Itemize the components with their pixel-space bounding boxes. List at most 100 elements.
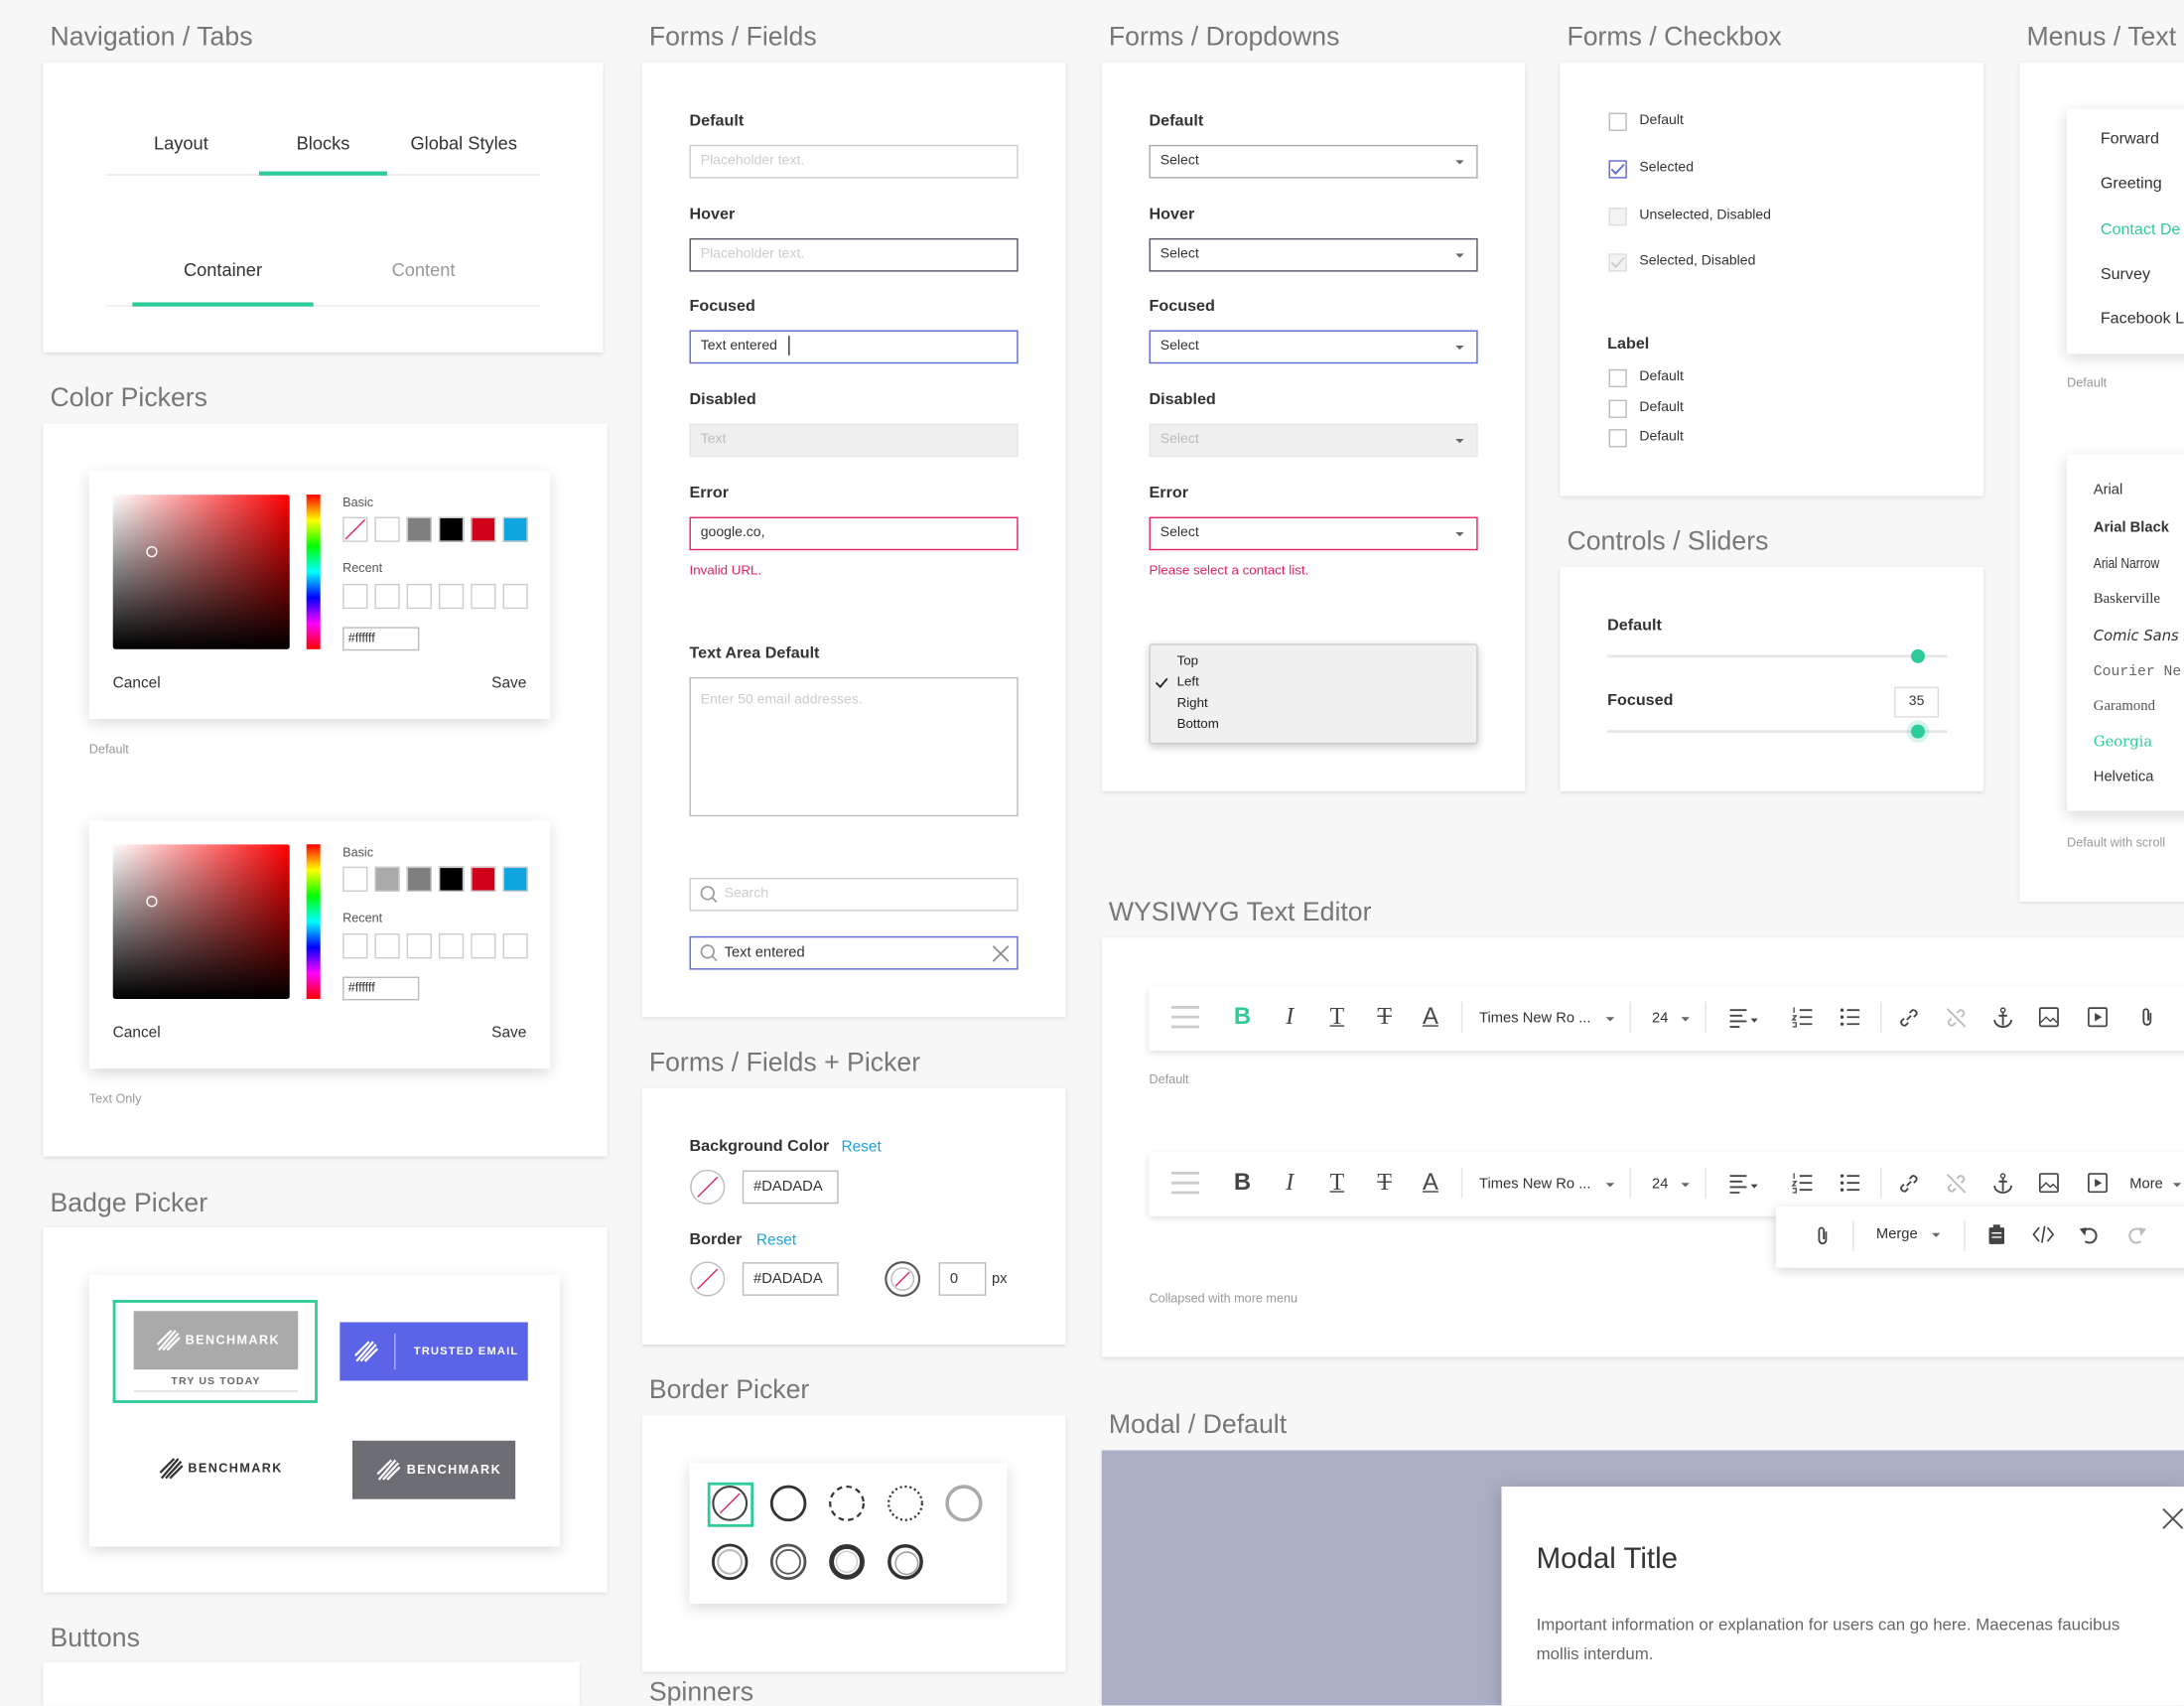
- toolbar-icon-align[interactable]: [1729, 1173, 1758, 1194]
- format-button[interactable]: B: [1233, 1002, 1252, 1030]
- swatch[interactable]: [438, 516, 465, 542]
- hue-slider[interactable]: [306, 495, 321, 649]
- hex-input[interactable]: [742, 1262, 839, 1296]
- subtab[interactable]: Content: [391, 259, 456, 281]
- recent-swatch[interactable]: [406, 583, 432, 610]
- format-button[interactable]: T: [1329, 1002, 1345, 1030]
- hue-slider[interactable]: [306, 844, 321, 999]
- font-select[interactable]: Times New Ro ...: [1479, 1009, 1591, 1027]
- format-button[interactable]: A: [1422, 1002, 1438, 1030]
- checkbox[interactable]: [1608, 112, 1627, 131]
- swatch[interactable]: [406, 516, 432, 542]
- format-button[interactable]: B: [1233, 1168, 1252, 1196]
- select[interactable]: [1149, 237, 1478, 272]
- more-button[interactable]: More: [2129, 1175, 2163, 1193]
- toolbar-icon-video[interactable]: [2088, 1173, 2108, 1194]
- subtab[interactable]: Container: [183, 259, 263, 281]
- toolbar-icon-menu[interactable]: [1170, 1171, 1200, 1196]
- font-option[interactable]: Arial Narrow: [2093, 555, 2160, 573]
- format-button[interactable]: I: [1286, 1168, 1295, 1196]
- format-button[interactable]: I: [1286, 1002, 1295, 1030]
- recent-swatch[interactable]: [342, 583, 368, 610]
- recent-swatch[interactable]: [502, 583, 528, 610]
- font-option[interactable]: Arial Black: [2093, 518, 2169, 536]
- checkbox[interactable]: [1608, 368, 1627, 388]
- format-button[interactable]: A: [1422, 1168, 1438, 1196]
- search-input[interactable]: [689, 877, 1019, 912]
- select[interactable]: [1149, 516, 1478, 551]
- recent-swatch[interactable]: [342, 933, 368, 959]
- tab[interactable]: Global Styles: [410, 132, 517, 154]
- tab[interactable]: Layout: [154, 132, 208, 154]
- checkbox[interactable]: [1608, 429, 1627, 448]
- hex-input[interactable]: [742, 1170, 839, 1205]
- text-input[interactable]: [689, 516, 1019, 551]
- save-button[interactable]: Save: [491, 674, 527, 692]
- checkbox[interactable]: [1608, 399, 1627, 418]
- toolbar-icon-code[interactable]: [2032, 1224, 2055, 1244]
- border-style-swatch[interactable]: [885, 1261, 921, 1297]
- menu-item[interactable]: Greeting: [2100, 175, 2162, 193]
- slider-knob[interactable]: [1910, 648, 1926, 663]
- reset-link[interactable]: Reset: [755, 1231, 797, 1249]
- cancel-button[interactable]: Cancel: [112, 1024, 161, 1042]
- recent-swatch[interactable]: [406, 933, 432, 959]
- menu-item[interactable]: Forward: [2100, 131, 2160, 148]
- toolbar-icon-olist[interactable]: [1791, 1173, 1813, 1194]
- text-input[interactable]: [689, 330, 1019, 364]
- recent-swatch[interactable]: [471, 933, 496, 959]
- menu-item[interactable]: Facebook L: [2100, 311, 2184, 328]
- toolbar-icon-video[interactable]: [2088, 1007, 2108, 1028]
- color-swatch[interactable]: [690, 1169, 726, 1205]
- font-option[interactable]: Arial: [2093, 482, 2123, 498]
- toolbar-icon-ulist[interactable]: [1840, 1173, 1860, 1193]
- modal-close[interactable]: [2162, 1507, 2184, 1529]
- text-input[interactable]: [689, 144, 1019, 179]
- toolbar-icon-image[interactable]: [2038, 1007, 2059, 1028]
- recent-swatch[interactable]: [438, 583, 465, 610]
- menu-item[interactable]: Survey: [2100, 266, 2151, 283]
- font-option[interactable]: Garamond: [2093, 698, 2155, 715]
- select[interactable]: [1149, 330, 1478, 364]
- size-select[interactable]: 24: [1652, 1175, 1669, 1193]
- toolbar-icon-anchor[interactable]: [1993, 1173, 2013, 1194]
- reset-link[interactable]: Reset: [841, 1138, 882, 1156]
- toolbar-icon-align[interactable]: [1729, 1007, 1758, 1028]
- toolbar-icon-link[interactable]: [1898, 1173, 1919, 1194]
- swatch[interactable]: [342, 866, 368, 892]
- font-option[interactable]: Helvetica: [2093, 769, 2154, 785]
- font-select[interactable]: Times New Ro ...: [1479, 1175, 1591, 1193]
- border-option[interactable]: [769, 1543, 807, 1581]
- swatch[interactable]: [502, 516, 528, 542]
- toolbar-icon-clip[interactable]: [2138, 1007, 2155, 1027]
- recent-swatch[interactable]: [374, 933, 400, 959]
- swatch[interactable]: [374, 516, 400, 542]
- merge-select[interactable]: Merge: [1875, 1225, 1918, 1243]
- toolbar-icon-redo[interactable]: [2126, 1224, 2147, 1244]
- recent-swatch[interactable]: [502, 933, 528, 959]
- border-option[interactable]: [829, 1485, 866, 1521]
- toolbar-icon-olist[interactable]: [1791, 1007, 1813, 1028]
- menu-option[interactable]: Bottom: [1176, 716, 1219, 733]
- menu-option[interactable]: Right: [1176, 695, 1208, 711]
- border-option[interactable]: [945, 1485, 983, 1522]
- slider-knob[interactable]: [1910, 724, 1926, 739]
- checkbox[interactable]: [1608, 160, 1627, 179]
- toolbar-icon-clipboard[interactable]: [1987, 1224, 2005, 1244]
- recent-swatch[interactable]: [438, 933, 465, 959]
- format-button[interactable]: T: [1377, 1168, 1392, 1196]
- toolbar-icon-unlink[interactable]: [1946, 1173, 1967, 1194]
- width-input[interactable]: [938, 1262, 987, 1296]
- textarea[interactable]: [689, 676, 1019, 817]
- swatch[interactable]: [471, 866, 496, 892]
- toolbar-icon-menu[interactable]: [1170, 1005, 1200, 1030]
- font-option[interactable]: Courier Ne: [2093, 663, 2182, 681]
- saturation-field[interactable]: [112, 495, 290, 649]
- cancel-button[interactable]: Cancel: [112, 674, 161, 692]
- swatch[interactable]: [471, 516, 496, 542]
- hex-input[interactable]: [342, 627, 420, 651]
- clear-icon[interactable]: [992, 945, 1010, 962]
- save-button[interactable]: Save: [491, 1024, 527, 1042]
- saturation-field[interactable]: [112, 844, 290, 999]
- toolbar-icon-unlink[interactable]: [1946, 1007, 1967, 1028]
